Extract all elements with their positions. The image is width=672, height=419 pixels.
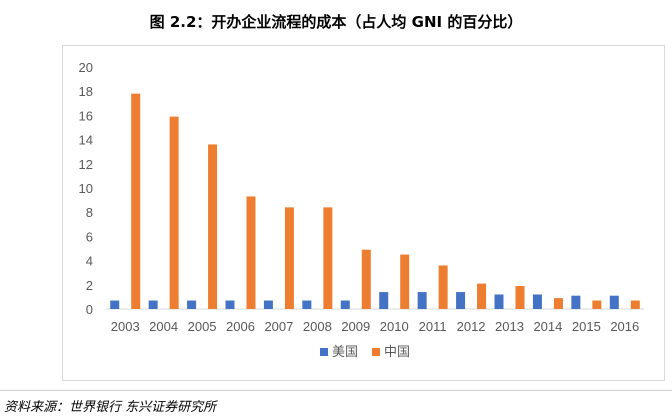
bar-usa — [609, 295, 619, 309]
y-tick-label: 10 — [79, 181, 93, 196]
source-divider — [0, 390, 672, 391]
x-tick-label: 2013 — [495, 319, 524, 334]
y-tick-label: 20 — [79, 60, 93, 75]
legend-label: 中国 — [384, 345, 410, 360]
x-tick-label: 2014 — [533, 319, 562, 334]
bar-china — [592, 300, 602, 309]
y-tick-label: 18 — [79, 84, 93, 99]
bar-usa — [417, 292, 427, 309]
bar-usa — [187, 300, 197, 309]
bar-usa — [456, 292, 466, 309]
y-tick-label: 0 — [86, 302, 93, 317]
bar-usa — [225, 300, 235, 309]
y-tick-label: 6 — [86, 229, 93, 244]
bar-usa — [494, 294, 504, 309]
bar-usa — [110, 300, 120, 309]
x-tick-label: 2006 — [226, 319, 255, 334]
bar-usa — [379, 292, 389, 309]
bar-china — [553, 298, 563, 309]
x-tick-label: 2005 — [188, 319, 217, 334]
x-tick-label: 2009 — [341, 319, 370, 334]
legend-swatch — [320, 348, 328, 356]
y-tick-label: 12 — [79, 157, 93, 172]
bar-china — [477, 283, 487, 309]
chart-frame — [62, 45, 665, 381]
x-tick-label: 2011 — [419, 319, 447, 334]
bar-china — [400, 254, 410, 309]
bar-china — [284, 207, 294, 309]
bar-china — [169, 116, 179, 309]
bar-china — [630, 300, 640, 309]
bar-china — [131, 93, 141, 310]
bar-china — [515, 286, 525, 309]
bar-china — [438, 265, 448, 309]
bar-usa — [263, 300, 273, 309]
x-tick-label: 2016 — [610, 319, 639, 334]
bar-china — [361, 249, 371, 309]
bar-china — [208, 144, 218, 309]
x-tick-label: 2007 — [264, 319, 293, 334]
x-tick-label: 2015 — [572, 319, 601, 334]
bar-usa — [571, 295, 581, 309]
legend-label: 美国 — [332, 345, 358, 360]
y-tick-label: 8 — [86, 205, 93, 220]
y-tick-label: 2 — [86, 278, 93, 293]
bar-usa — [302, 300, 312, 309]
x-tick-label: 2008 — [303, 319, 332, 334]
bar-usa — [148, 300, 158, 309]
y-tick-label: 4 — [86, 254, 93, 269]
x-tick-label: 2010 — [380, 319, 409, 334]
bar-usa — [532, 294, 542, 309]
y-tick-label: 14 — [79, 133, 93, 148]
source-note: 资料来源：世界银行 东兴证券研究所 — [4, 400, 217, 415]
bar-usa — [340, 300, 350, 309]
bar-china — [323, 207, 333, 309]
y-tick-label: 16 — [79, 108, 93, 123]
x-tick-label: 2003 — [111, 319, 140, 334]
chart-title: 图 2.2：开办企业流程的成本（占人均 GNI 的百分比） — [149, 13, 523, 31]
bar-china — [246, 196, 256, 309]
x-tick-label: 2012 — [457, 319, 486, 334]
x-tick-label: 2004 — [149, 319, 178, 334]
legend-swatch — [372, 348, 380, 356]
